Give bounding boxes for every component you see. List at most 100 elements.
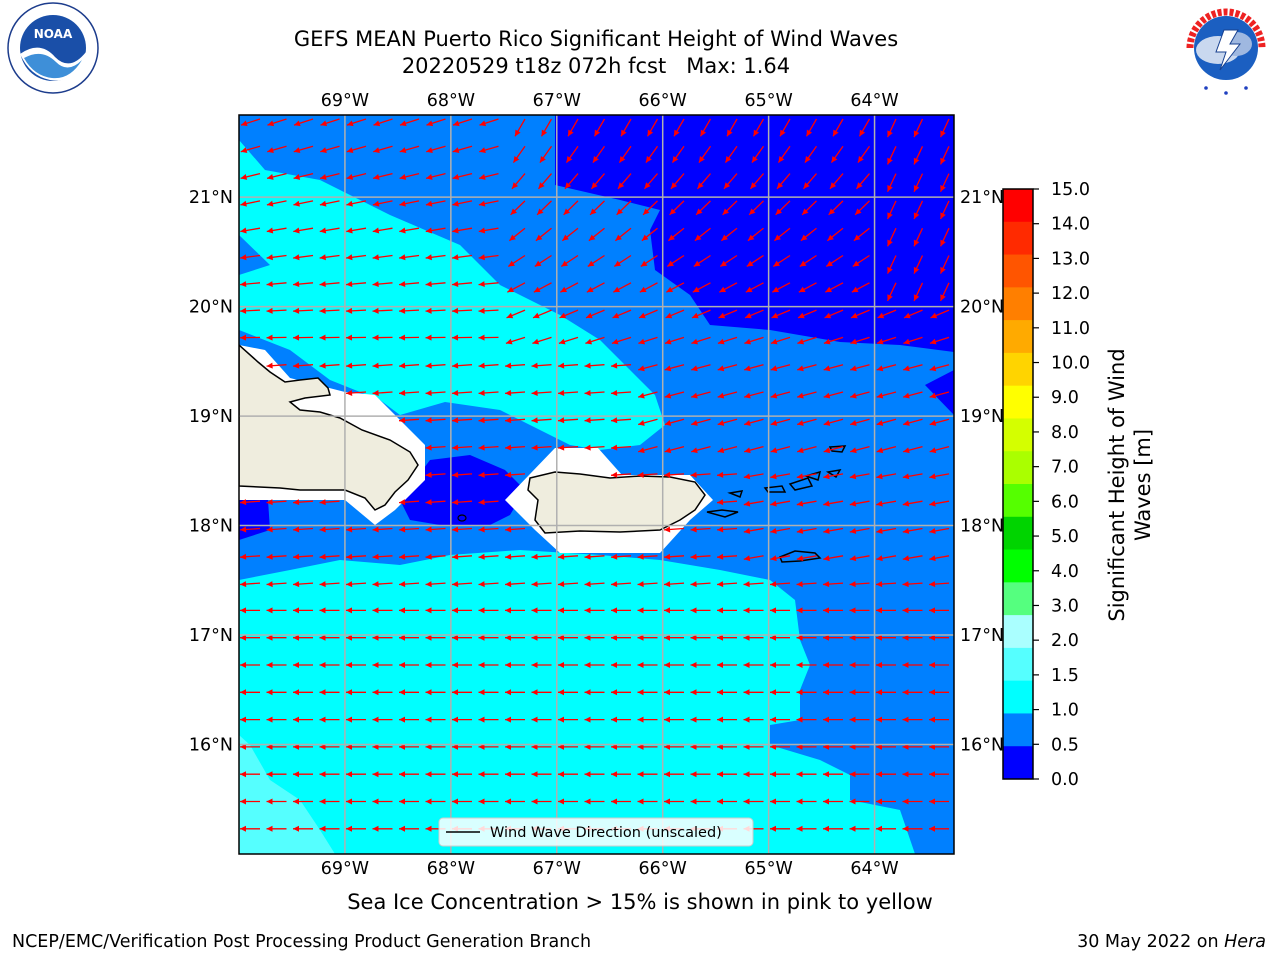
direction-arrow <box>506 309 526 319</box>
direction-arrow <box>399 634 419 641</box>
direction-arrow <box>850 309 870 319</box>
direction-arrow <box>425 307 446 314</box>
direction-arrow <box>592 145 606 163</box>
direction-arrow <box>558 798 578 805</box>
direction-arrow <box>345 307 367 314</box>
direction-arrow <box>832 118 844 137</box>
direction-arrow <box>690 771 711 778</box>
direction-arrow <box>876 581 897 588</box>
direction-arrow <box>637 471 658 478</box>
direction-arrow <box>452 254 473 261</box>
lat-label-right: 20°N <box>960 298 1004 318</box>
direction-arrow <box>425 743 446 750</box>
direction-arrow <box>319 634 340 641</box>
direction-arrow <box>849 581 870 588</box>
direction-arrow <box>399 417 420 424</box>
direction-arrow <box>452 689 472 696</box>
direction-arrow <box>452 662 472 668</box>
direction-arrow <box>399 825 419 832</box>
direction-arrow <box>637 689 658 696</box>
direction-arrow <box>293 200 314 207</box>
direction-arrow <box>451 307 473 314</box>
direction-arrow <box>694 227 711 242</box>
direction-arrow <box>588 227 605 242</box>
colorbar-cell <box>1003 746 1033 780</box>
direction-arrow <box>664 798 684 805</box>
direction-arrow <box>372 607 393 614</box>
direction-arrow <box>266 227 287 234</box>
direction-arrow <box>717 471 738 478</box>
direction-arrow <box>857 145 871 163</box>
direction-arrow <box>478 662 499 668</box>
direction-arrow <box>743 500 764 507</box>
direction-arrow <box>796 825 817 832</box>
direction-arrow <box>691 364 711 372</box>
contour-1.5-2.0 <box>239 735 335 854</box>
direction-arrow <box>425 417 446 424</box>
direction-arrow <box>886 118 897 138</box>
direction-arrow <box>452 172 473 180</box>
direction-arrow <box>319 607 340 614</box>
direction-arrow <box>563 200 579 216</box>
direction-arrow <box>452 607 472 614</box>
direction-arrow <box>929 798 949 805</box>
direction-arrow <box>664 743 684 750</box>
direction-arrow <box>531 444 552 451</box>
direction-arrow <box>717 581 738 588</box>
direction-arrow <box>693 254 711 268</box>
direction-arrow <box>478 798 499 805</box>
direction-arrow <box>266 825 287 832</box>
direction-arrow <box>293 825 313 832</box>
direction-arrow <box>478 499 499 506</box>
colorbar-tick-label: 11.0 <box>1051 319 1090 339</box>
direction-arrow <box>398 334 420 341</box>
direction-arrow <box>743 634 764 641</box>
direction-arrow <box>612 309 632 319</box>
direction-arrow <box>399 254 420 261</box>
direction-arrow <box>505 662 525 668</box>
colorbar-label-line2: Waves [m] <box>1131 429 1155 541</box>
lat-label-left: 20°N <box>189 298 233 318</box>
direction-arrow <box>478 254 499 261</box>
direction-arrow <box>646 118 659 137</box>
direction-arrow <box>939 200 950 220</box>
direction-arrow <box>717 364 738 372</box>
direction-arrow <box>346 389 367 396</box>
direction-arrow <box>505 471 526 478</box>
direction-arrow <box>372 798 393 805</box>
direction-arrow <box>452 471 473 478</box>
direction-arrow <box>828 200 844 216</box>
direction-arrow <box>876 527 897 534</box>
direction-arrow <box>743 527 764 534</box>
direction-arrow <box>425 499 446 506</box>
direction-arrow <box>372 362 393 369</box>
direction-arrow <box>796 716 817 723</box>
chart-subtitle: 20220529 t18z 072h fcst Max: 1.64 <box>401 54 791 78</box>
direction-arrow <box>717 553 738 560</box>
direction-arrow <box>372 200 393 207</box>
direction-arrow <box>849 555 870 562</box>
direction-arrow <box>611 634 631 641</box>
colorbar-cell <box>1003 254 1033 288</box>
direction-arrow <box>638 364 658 372</box>
direction-arrow <box>319 581 340 588</box>
colorbar-cell <box>1003 582 1033 616</box>
direction-arrow <box>929 418 950 426</box>
direction-arrow <box>558 607 578 614</box>
direction-arrow <box>565 145 579 163</box>
direction-arrow <box>584 417 605 424</box>
direction-arrow <box>319 227 340 234</box>
direction-arrow <box>240 771 260 778</box>
direction-arrow <box>744 391 764 399</box>
direction-arrow <box>886 173 897 193</box>
direction-arrow <box>902 798 923 805</box>
direction-arrow <box>643 173 658 190</box>
direction-arrow <box>825 282 844 293</box>
direction-arrow <box>850 391 870 399</box>
direction-arrow <box>266 334 287 341</box>
direction-arrow <box>823 364 844 372</box>
direction-arrow <box>850 445 870 454</box>
direction-arrow <box>452 499 473 506</box>
direction-arrow <box>830 145 844 163</box>
direction-arrow <box>319 553 340 560</box>
